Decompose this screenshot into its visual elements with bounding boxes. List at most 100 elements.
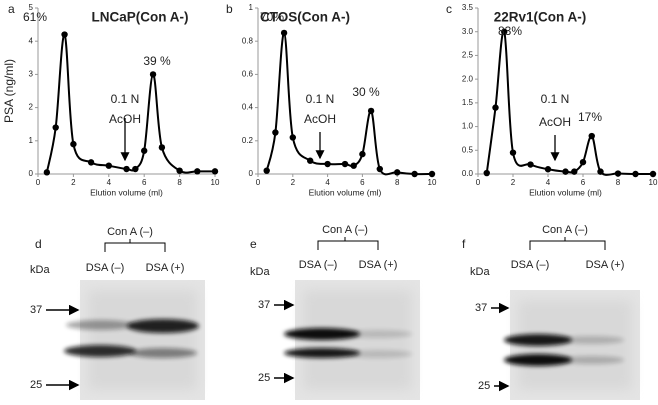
data-point <box>367 107 375 115</box>
unit-label: kDa <box>470 266 490 278</box>
y-tick-label: 3 <box>29 70 34 79</box>
x-tick-label: 8 <box>177 178 182 187</box>
x-tick-label: 2 <box>291 178 296 187</box>
x-tick-label: 10 <box>211 178 220 187</box>
data-point <box>141 147 148 154</box>
y-tick-label: 0 <box>29 169 34 178</box>
x-tick-label: 2 <box>71 178 76 187</box>
lane-label: DSA (+) <box>359 259 398 271</box>
lane-label: DSA (+) <box>586 259 625 271</box>
x-tick-label: 4 <box>325 178 330 187</box>
x-tick-label: 4 <box>107 178 112 187</box>
y-tick-label: 2.0 <box>462 74 474 83</box>
data-point <box>509 149 517 156</box>
data-point <box>52 124 59 131</box>
data-point <box>632 170 639 178</box>
band <box>66 320 134 330</box>
band <box>344 350 412 358</box>
x-tick-label: 0 <box>256 178 261 187</box>
y-tick-label: 2.5 <box>462 51 474 60</box>
y-tick-label: 0 <box>249 169 254 178</box>
data-point <box>87 159 95 166</box>
data-point <box>614 170 622 177</box>
y-tick-label: 0.4 <box>242 103 254 112</box>
blot-shade <box>88 290 197 390</box>
y-tick-label: 3.5 <box>462 3 474 12</box>
lane-label: DSA (–) <box>86 262 125 274</box>
group-label: Con A (–) <box>322 224 368 236</box>
band <box>64 345 136 357</box>
lane-label: DSA (–) <box>299 259 338 271</box>
annotation: 61% <box>23 10 47 24</box>
panel-letter: c <box>446 2 452 16</box>
data-point <box>105 162 113 169</box>
annotation: 70% <box>260 10 284 24</box>
marker-label: 25 <box>478 380 490 392</box>
y-tick-label: 0.0 <box>462 169 474 178</box>
band <box>504 354 572 366</box>
y-tick-label: 1 <box>29 136 34 145</box>
group-label: Con A (–) <box>542 224 588 236</box>
x-tick-label: 6 <box>581 178 586 187</box>
y-tick-label: 5 <box>29 3 34 12</box>
data-point <box>588 132 595 140</box>
marker-label: 37 <box>30 304 42 316</box>
x-axis-label: Elution volume (ml) <box>529 187 602 197</box>
band <box>560 336 624 344</box>
data-point <box>376 165 383 173</box>
data-point <box>579 158 587 166</box>
band <box>284 328 360 340</box>
data-point <box>324 160 331 168</box>
panel-letter: a <box>8 2 15 16</box>
x-tick-label: 10 <box>428 178 437 187</box>
data-point <box>527 161 534 168</box>
x-tick-label: 6 <box>360 178 365 187</box>
y-tick-label: 1 <box>249 3 254 12</box>
x-axis-label: Elution volume (ml) <box>90 187 163 197</box>
data-point <box>158 144 166 151</box>
marker-label: 37 <box>475 302 487 314</box>
x-tick-label: 2 <box>511 178 516 187</box>
data-point <box>649 170 657 178</box>
annotation: 39 % <box>143 54 171 68</box>
unit-label: kDa <box>30 264 50 276</box>
data-point <box>263 167 270 174</box>
marker-label: 25 <box>30 379 42 391</box>
data-point <box>483 169 490 177</box>
y-tick-label: 1.5 <box>462 98 474 107</box>
y-tick-label: 3.0 <box>462 27 474 36</box>
annotation: AcOH <box>539 115 571 129</box>
band <box>344 330 412 338</box>
panel-letter: f <box>462 237 466 251</box>
panel-letter: d <box>35 237 42 251</box>
data-point <box>272 129 279 136</box>
band <box>560 356 624 364</box>
data-point <box>70 140 77 148</box>
x-axis-label: Elution volume (ml) <box>309 187 382 197</box>
annotation: 0.1 N <box>541 92 570 106</box>
x-tick-label: 0 <box>36 178 41 187</box>
data-point <box>61 31 68 38</box>
annotation: 0.1 N <box>306 92 335 106</box>
annotation: 30 % <box>352 85 380 99</box>
chart-title: CTOS(Con A-) <box>260 10 350 25</box>
band <box>284 348 360 358</box>
band <box>127 319 199 333</box>
bracket <box>317 237 379 250</box>
x-tick-label: 6 <box>142 178 147 187</box>
panel-letter: e <box>250 237 257 251</box>
data-point <box>176 167 183 174</box>
y-tick-label: 0.6 <box>242 70 254 79</box>
x-tick-label: 0 <box>476 178 481 187</box>
marker-label: 37 <box>258 299 270 311</box>
data-point <box>341 160 349 168</box>
data-point <box>394 169 401 176</box>
annotation: 83% <box>498 24 522 38</box>
chart-title: 22Rv1(Con A-) <box>494 10 587 25</box>
data-point <box>149 71 157 78</box>
data-point <box>492 104 499 111</box>
data-point <box>289 134 296 141</box>
chart-title: LNCaP(Con A-) <box>92 10 189 25</box>
x-tick-label: 8 <box>395 178 400 187</box>
